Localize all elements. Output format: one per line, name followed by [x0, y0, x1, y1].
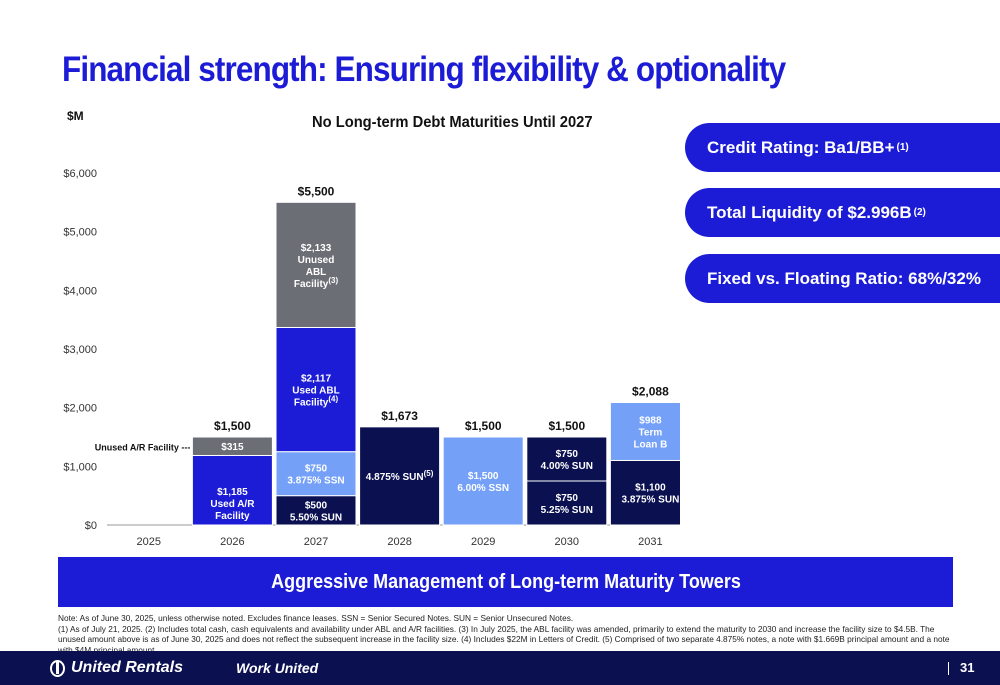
fixed-floating-text: Fixed vs. Floating Ratio: 68%/32% [707, 268, 981, 288]
segment-label: $2,117 [301, 374, 331, 385]
footnote-line: Note: As of June 30, 2025, unless otherw… [58, 613, 574, 623]
bar-segment [609, 459, 680, 526]
total-liquidity-text: Total Liquidity of $2.996B [707, 202, 912, 222]
y-tick-label: $5,000 [63, 227, 97, 239]
bar-total-label: $5,500 [298, 184, 335, 198]
maturity-banner: Aggressive Management of Long-term Matur… [58, 557, 953, 607]
segment-label: $315 [221, 442, 244, 453]
segment-label: Loan B [633, 439, 667, 450]
page-divider [948, 662, 949, 675]
bar-total-label: $1,500 [548, 419, 585, 433]
segment-label: $750 [556, 449, 579, 460]
segment-label: $1,185 [217, 487, 248, 498]
bar-total-label: $2,088 [632, 385, 669, 399]
bar-segment [442, 436, 524, 526]
total-liquidity-callout: Total Liquidity of $2.996B (2) [685, 188, 1000, 237]
x-tick-label: 2030 [555, 536, 579, 548]
united-rentals-logo: United Rentals [50, 659, 183, 677]
bar-segment [526, 480, 608, 526]
footnote-line: (1) As of July 21, 2025. (2) Includes to… [58, 623, 950, 655]
segment-label: $1,500 [468, 471, 499, 482]
x-tick-label: 2025 [137, 536, 161, 548]
chart-title: No Long-term Debt Maturities Until 2027 [312, 114, 593, 131]
segment-label: $988 [639, 415, 662, 426]
y-tick-label: $2,000 [63, 403, 97, 415]
segment-label: $750 [305, 464, 328, 475]
segment-label: Used A/R [210, 499, 255, 510]
x-tick-label: 2027 [304, 536, 328, 548]
y-tick-label: $4,000 [63, 285, 97, 297]
bar-total-label: $1,500 [465, 419, 502, 433]
y-tick-label: $1,000 [63, 461, 97, 473]
segment-label: 4.875% SUN(5) [366, 469, 434, 483]
segment-label: 5.25% SUN [541, 505, 593, 516]
page-title: Financial strength: Ensuring flexibility… [62, 50, 786, 89]
segment-label: Unused [298, 255, 335, 266]
bar-total-label: $1,673 [381, 409, 418, 423]
segment-label: $1,100 [635, 483, 666, 494]
footnotes: Note: As of June 30, 2025, unless otherw… [58, 613, 953, 655]
segment-label: 4.00% SUN [541, 461, 593, 472]
bar-segment [275, 326, 357, 453]
y-tick-label: $3,000 [63, 344, 97, 356]
credit-rating-callout: Credit Rating: Ba1/BB+ (1) [685, 123, 1000, 172]
bar-segment [191, 436, 273, 456]
bar-segment [191, 454, 273, 526]
segment-label: $750 [556, 493, 579, 504]
page-number: 31 [960, 660, 975, 675]
credit-rating-text: Credit Rating: Ba1/BB+ [707, 137, 895, 157]
brand-name: United Rentals [71, 659, 184, 676]
segment-label: ABL [306, 267, 327, 278]
segment-label: 5.50% SUN [290, 512, 342, 523]
x-tick-label: 2029 [471, 536, 495, 548]
banner-text: Aggressive Management of Long-term Matur… [270, 570, 741, 593]
x-tick-label: 2026 [220, 536, 244, 548]
y-tick-label: $0 [85, 520, 97, 532]
segment-label: 3.875% SUN [621, 495, 679, 506]
credit-rating-footnote: (1) [896, 142, 909, 153]
segment-label: 3.875% SSN [287, 476, 344, 487]
segment-label: $2,133 [301, 243, 332, 254]
bar-segment [526, 436, 608, 482]
x-tick-label: 2028 [387, 536, 411, 548]
segment-label: 6.00% SSN [457, 483, 509, 494]
segment-label: Used ABL [292, 386, 339, 397]
segment-label: $500 [305, 500, 328, 511]
logo-mark-icon [50, 659, 65, 677]
y-tick-label: $6,000 [63, 168, 97, 180]
total-liquidity-footnote: (2) [913, 207, 926, 218]
segment-label: Facility(4) [294, 395, 339, 409]
bar-segment [359, 426, 441, 526]
y-axis-unit: $M [67, 109, 84, 123]
work-united-tagline: Work United [236, 660, 319, 676]
bar-segment [275, 451, 357, 497]
bar-segment [609, 402, 680, 461]
footer-bar: United Rentals Work United 31 [0, 651, 1000, 685]
x-tick-label: 2031 [638, 536, 662, 548]
fixed-floating-callout: Fixed vs. Floating Ratio: 68%/32% [685, 254, 1000, 303]
segment-label: Facility(3) [294, 276, 339, 290]
unused-ar-annotation: Unused A/R Facility --- [95, 442, 191, 452]
segment-label: Term [639, 427, 663, 438]
bar-total-label: $1,500 [214, 419, 251, 433]
bar-segment [275, 201, 357, 328]
segment-label: Facility [215, 511, 250, 522]
maturity-chart: $0 $1,000 $2,000 $3,000 $4,000 $5,000 $6,000 20… [63, 168, 680, 548]
